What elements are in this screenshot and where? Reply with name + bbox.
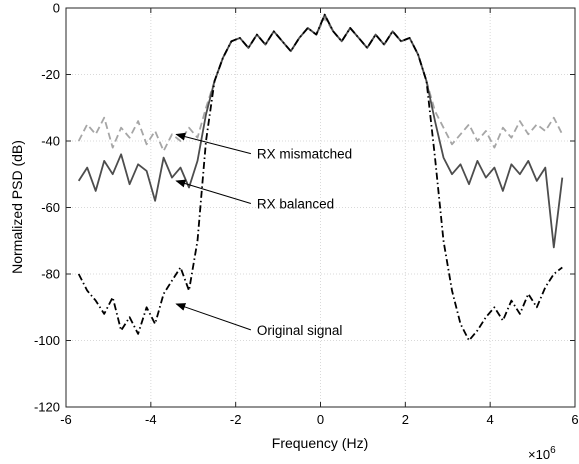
series-line-rx-balanced <box>77 13 564 249</box>
annotation-label: Original signal <box>257 323 343 338</box>
annotation-label: RX mismatched <box>257 147 352 162</box>
y-tick-label: -120 <box>34 400 60 415</box>
x-tick-label: -2 <box>230 412 242 427</box>
y-tick-label: 0 <box>53 1 60 16</box>
y-tick-label: -100 <box>34 333 60 348</box>
axis-ticks: -6 -4 -2 0 2 4 6-120-100-80-60-40-200 <box>34 1 579 428</box>
x-tick-label: -4 <box>145 412 157 427</box>
y-tick-label: -40 <box>41 134 60 149</box>
x-tick-label: 6 <box>571 412 578 427</box>
annotation-label: RX balanced <box>257 197 334 212</box>
x-tick-label: -6 <box>60 412 72 427</box>
y-axis-label: Normalized PSD (dB) <box>9 140 25 274</box>
x-axis-label: Frequency (Hz) <box>272 435 368 451</box>
annotation-arrow <box>175 132 252 155</box>
x-exponent-label: ×106 <box>528 445 556 462</box>
x-tick-label: 4 <box>487 412 494 427</box>
x-tick-label: 2 <box>402 412 409 427</box>
plot-series <box>77 13 564 342</box>
annotation-arrow <box>175 303 252 331</box>
y-tick-label: -20 <box>41 67 60 82</box>
annotations: RX mismatched RX balanced Original signal <box>175 132 352 338</box>
annotation-arrow <box>175 179 252 204</box>
x-tick-label: 0 <box>317 412 324 427</box>
y-tick-label: -80 <box>41 267 60 282</box>
y-tick-label: -60 <box>41 200 60 215</box>
series-line-original-signal <box>77 13 563 342</box>
